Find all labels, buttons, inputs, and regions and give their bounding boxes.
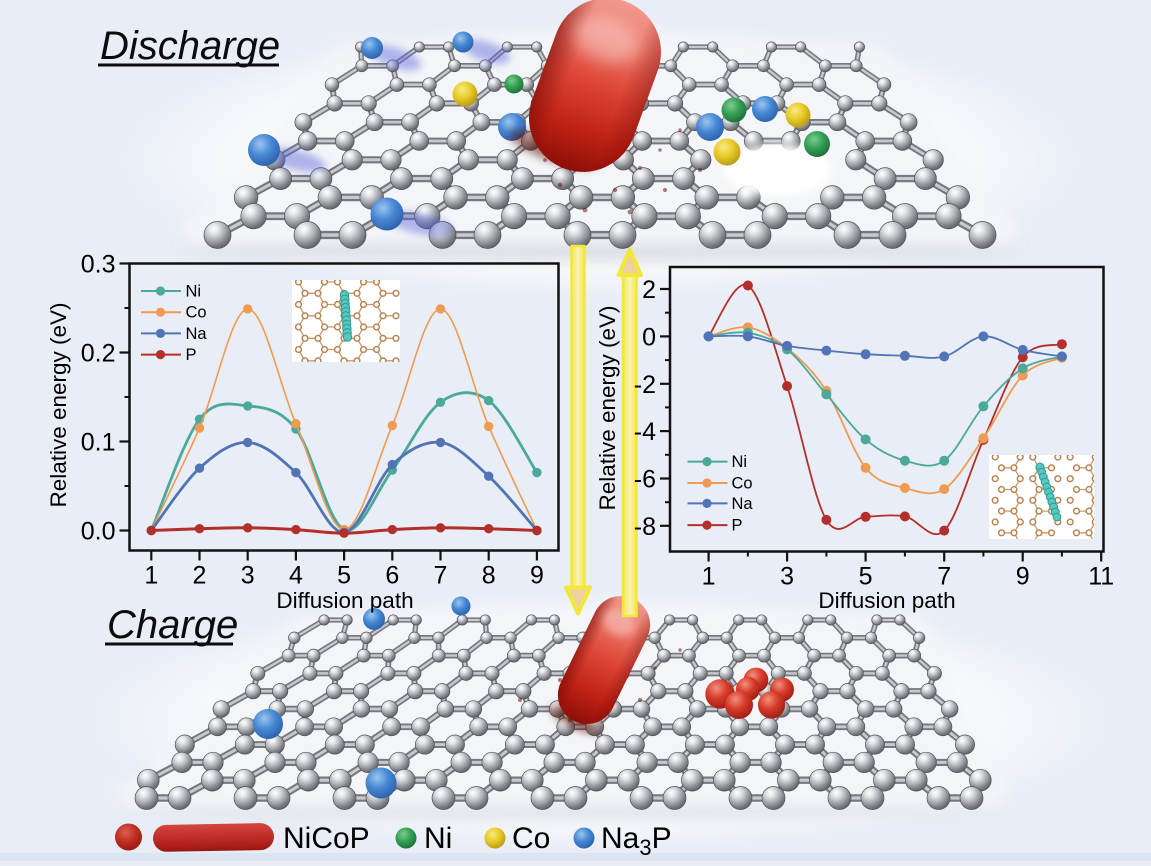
svg-text:6: 6 [385,562,399,590]
svg-text:Ni: Ni [424,822,452,855]
svg-text:7: 7 [937,563,951,591]
svg-text:NiCoP: NiCoP [283,822,370,855]
svg-text:-4: -4 [634,418,656,446]
svg-text:0.0: 0.0 [81,518,116,546]
svg-text:-6: -6 [634,466,656,494]
svg-text:8: 8 [482,562,496,590]
svg-text:Diffusion path: Diffusion path [276,588,413,613]
svg-text:Relative energy (eV): Relative energy (eV) [595,305,620,510]
svg-text:P: P [732,517,743,535]
svg-text:1: 1 [702,563,716,591]
svg-text:-8: -8 [634,513,656,541]
svg-text:9: 9 [1016,563,1030,591]
svg-text:0: 0 [642,323,656,351]
svg-text:3: 3 [780,563,794,591]
svg-text:2: 2 [642,276,656,304]
svg-text:Co: Co [732,475,753,493]
svg-text:P: P [186,346,197,364]
svg-text:Na: Na [186,325,208,343]
svg-text:Relative energy (eV): Relative energy (eV) [46,302,71,507]
svg-text:Discharge: Discharge [100,24,280,68]
svg-text:Na: Na [732,495,754,513]
svg-text:Diffusion path: Diffusion path [818,588,955,613]
svg-text:Na3P: Na3P [601,822,672,860]
svg-text:0.2: 0.2 [81,340,116,368]
svg-text:5: 5 [337,562,351,590]
svg-text:11: 11 [1088,563,1114,591]
svg-text:Charge: Charge [107,603,238,647]
svg-text:1: 1 [144,562,158,590]
svg-text:2: 2 [193,562,207,590]
svg-text:9: 9 [530,562,544,590]
svg-text:4: 4 [289,562,303,590]
svg-text:Co: Co [512,822,550,855]
svg-text:5: 5 [859,563,873,591]
svg-text:0.1: 0.1 [81,429,116,457]
svg-text:7: 7 [434,562,448,590]
svg-text:Ni: Ni [732,453,748,471]
svg-text:Ni: Ni [186,283,202,301]
svg-text:Co: Co [186,304,207,322]
svg-text:-2: -2 [634,371,656,399]
svg-text:3: 3 [241,562,255,590]
svg-text:0.3: 0.3 [81,251,116,279]
